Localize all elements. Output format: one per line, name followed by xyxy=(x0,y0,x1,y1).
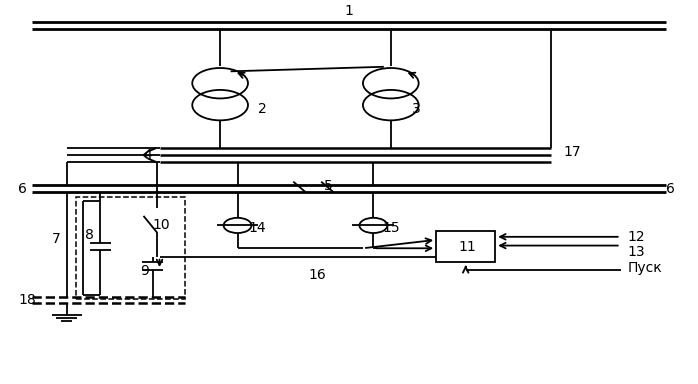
Text: 1: 1 xyxy=(345,4,353,18)
Bar xyxy=(76,197,185,299)
Text: 18: 18 xyxy=(18,293,36,307)
Text: 8: 8 xyxy=(85,228,94,242)
Text: 11: 11 xyxy=(459,240,476,254)
Text: 6: 6 xyxy=(666,182,675,195)
Bar xyxy=(436,231,496,262)
Text: 5: 5 xyxy=(324,179,332,193)
Text: 6: 6 xyxy=(18,182,27,195)
Text: 9: 9 xyxy=(140,264,149,278)
Text: 16: 16 xyxy=(309,268,327,282)
Text: 14: 14 xyxy=(248,221,266,235)
Text: 2: 2 xyxy=(258,103,267,116)
Text: 3: 3 xyxy=(412,103,420,116)
Text: 4: 4 xyxy=(144,148,153,162)
Text: 7: 7 xyxy=(52,232,61,246)
Text: 12: 12 xyxy=(628,230,645,244)
Text: 13: 13 xyxy=(628,245,645,259)
Text: Пуск: Пуск xyxy=(628,262,662,275)
Text: 17: 17 xyxy=(563,145,581,159)
Text: 10: 10 xyxy=(153,218,170,232)
Text: 15: 15 xyxy=(383,221,400,235)
